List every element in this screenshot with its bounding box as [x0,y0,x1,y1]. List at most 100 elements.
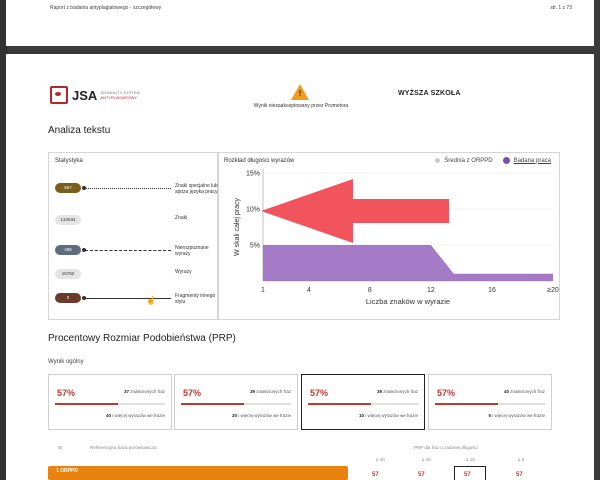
prp-card-cond-label: i więcej wyrazów we frazie [365,413,418,418]
table-col-base: Referencyjna baza porównawcza [90,445,157,450]
jsa-logo-icon [50,86,68,104]
stat-label: Znaki [175,215,188,221]
school-name: WYŻSZA SZKOŁA [398,90,461,97]
stat-connector [85,188,171,189]
mouse-cursor-icon: ☝ [146,296,156,305]
prp-card-count-number: 39 [376,389,382,394]
word-length-chart: 5% 10% 15% 1 4 8 12 16 ≥20 Liczba znaków w wyrazi… [234,169,559,306]
stat-connector [85,298,171,299]
report-header-title: Raport z badania antyplagiatowego - szcz… [50,5,162,11]
threshold-40[interactable]: ≥ 40 [376,457,385,462]
page-counter: str. 1 z 73 [550,5,572,11]
chart-y-tick-label: 5% [250,243,260,250]
prp-card-count-number: 40 [503,389,509,394]
row-selected-cell[interactable] [454,466,486,480]
prp-card-count-label: znalezionych fraz [130,389,165,394]
warning-icon [291,84,309,100]
statistics-title: Statystyka [55,158,83,164]
chart-y-tick-label: 15% [246,171,260,178]
row-value-5: 57 [516,472,523,478]
prp-card-condition: 20 i więcej wyrazów we frazie [232,413,291,418]
table-col-nr: Nr [58,445,63,450]
analysis-title: Analiza tekstu [48,125,111,136]
prp-card[interactable]: 57% 37 znalezionych fraz 40 i więcej wyraz… [48,374,172,430]
prp-card-count-number: 39 [249,389,255,394]
logo-subtitle: JEDNOLITY SYSTEM ANTYPLAGIATOWY [100,90,140,100]
prp-card-bar-fill [435,403,498,405]
chart-y-axis-label: W skali całej pracy [234,198,241,256]
chart-x-axis-label: Liczba znaków w wyrazie [366,297,450,306]
stat-value: 15782 [55,269,81,279]
row-value-20: 57 [418,472,425,478]
warning-icon-mark: ! [298,89,302,98]
prp-card[interactable]: 57% 39 znalezionych fraz 10 i więcej wyraz… [301,374,425,430]
prp-card-cond-number: 40 [105,413,111,418]
logo-sub-main: ANTYPLAGIATOWY [100,95,138,100]
threshold-5[interactable]: ≥ 5 [518,457,525,462]
stat-connector-dot [82,186,86,190]
prp-card-cond-number: 5 [488,413,491,418]
chart-x-tick-label: 8 [368,287,372,294]
prp-card-cond-number: 10 [358,413,364,418]
previous-page: Raport z badania antyplagiatowego - szcz… [6,0,594,46]
chart-x-tick-label: ≥20 [547,287,559,294]
table-col-prp: PRP dla fraz o zadanej długości [414,445,478,450]
prp-card-cond-label: i więcej wyrazów we frazie [238,413,291,418]
stat-label: Znaki specjalne lub spoza języka pracy [175,183,218,195]
prp-card-bar [55,403,165,405]
prp-card-percent: 57% [437,388,456,398]
stat-connector [85,250,171,251]
prp-card-condition: 40 i więcej wyrazów we frazie [106,413,165,418]
threshold-20[interactable]: ≥ 20 [422,457,431,462]
prp-card-bar [308,403,418,405]
threshold-10[interactable]: ≥ 10 [466,457,475,462]
prp-card-percent: 57% [183,388,202,398]
prp-card-count-label: znalezionych fraz [510,389,545,394]
prp-card-count: 40 znalezionych fraz [504,389,545,394]
legend-work[interactable]: Badana praca [513,157,551,164]
chart-legend: Średnia z ORPPD Badana praca [435,157,551,164]
chart-x-tick-label: 4 [307,287,311,294]
stat-value: 567 [55,183,81,193]
red-arrow-annotation [261,179,449,243]
legend-avg-marker [435,158,441,163]
stat-connector-dot [82,248,86,252]
logo-name: JSA [72,87,98,103]
prp-card-count: 39 znalezionych fraz [377,389,418,394]
table-row[interactable]: 1 ORPPD [48,466,348,480]
prp-card-percent: 57% [57,388,76,398]
prp-card[interactable]: 57% 40 znalezionych fraz 5 i więcej wyrazó… [428,374,552,430]
prp-card-count: 37 znalezionych fraz [124,389,165,394]
prp-card-count: 39 znalezionych fraz [250,389,291,394]
stat-label: Nierozpoznane wyrazy [175,245,209,257]
row-value-10: 57 [464,472,471,478]
prp-card-cond-number: 20 [231,413,237,418]
warning-text: Wynik niezaakceptowany przez Promotora [253,103,349,109]
stat-label: Wyrazy [175,269,192,275]
prp-card[interactable]: 57% 39 znalezionych fraz 20 i więcej wyraz… [174,374,298,430]
chart-x-tick-label: 12 [427,287,435,294]
report-page: JSA JEDNOLITY SYSTEM ANTYPLAGIATOWY ! Wy… [6,54,594,480]
stat-connector-dot [82,296,86,300]
legend-work-marker [502,157,510,164]
prp-card-condition: 5 i więcej wyrazów we frazie [488,413,545,418]
prp-card-bar-fill [181,403,244,405]
legend-avg: Średnia z ORPPD [444,157,493,164]
prp-card-bar [181,403,291,405]
stat-value: 0 [55,293,81,303]
prp-card-count-number: 37 [123,389,129,394]
prp-card-percent: 57% [310,388,329,398]
stat-value: 488 [55,245,81,255]
chart-x-tick-label: 1 [261,287,265,294]
prp-card-cond-label: i więcej wyrazów we frazie [492,413,545,418]
logo-sub-top: JEDNOLITY SYSTEM [100,90,140,95]
stat-label: Fragmenty innego stylu [175,293,216,305]
prp-title: Procentowy Rozmiar Podobieństwa (PRP) [48,333,236,344]
prp-card-condition: 10 i więcej wyrazów we frazie [359,413,418,418]
chart-x-tick-label: 16 [488,287,496,294]
prp-card-count-label: znalezionych fraz [383,389,418,394]
prp-card-bar [435,403,545,405]
prp-subtitle: Wynik ogólny [48,359,84,365]
prp-card-bar-fill [55,403,118,405]
chart-area-series [263,245,553,281]
